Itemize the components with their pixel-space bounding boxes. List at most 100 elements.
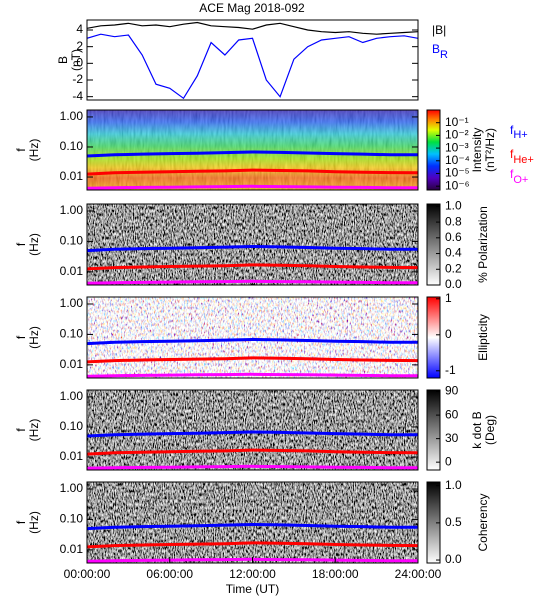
colorbar-label: Ellipticity	[476, 314, 490, 361]
y-tick-label: 1.00	[60, 481, 84, 495]
colorbar-tick-label: -1	[445, 363, 456, 377]
x-tick-label: 12:00:00	[229, 567, 276, 581]
colorbar-tick-label: 10⁻⁴	[445, 153, 470, 167]
frequency-line	[87, 168, 418, 176]
x-tick-label: 06:00:00	[146, 567, 193, 581]
frequency-line	[87, 184, 418, 190]
y-tick-label: 1.00	[60, 203, 84, 217]
frequency-line	[87, 522, 418, 531]
colorbar-tick-label: 0.5	[445, 515, 462, 529]
legend-subscript: O+	[513, 174, 528, 186]
y-tick-label: 0.10	[60, 327, 84, 341]
colorbar	[426, 203, 441, 286]
colorbar-tick-label: 1	[445, 291, 452, 305]
spectrogram-texture	[87, 110, 418, 190]
x-tick-label: 18:00:00	[312, 567, 359, 581]
spectrogram-texture	[87, 482, 418, 563]
colorbar-unit: (Deg)	[483, 415, 497, 445]
colorbar-tick-label: 10⁻⁵	[445, 166, 470, 180]
frequency-line	[87, 244, 418, 253]
y-axis-label: f	[14, 428, 28, 432]
legend-name: f	[510, 147, 514, 161]
plot-frame	[86, 296, 419, 379]
colorbar-tick-label: 0.0	[445, 552, 462, 566]
frequency-line	[87, 263, 418, 271]
colorbar-tick-label: 10⁻⁶	[445, 178, 470, 192]
y-tick-label: 0.10	[60, 234, 84, 248]
y-axis-unit: (Hz)	[27, 233, 41, 256]
frequency-line	[87, 150, 418, 158]
colorbar-label: Intensity	[470, 128, 484, 173]
legend-subscript: He+	[513, 154, 534, 166]
legend-name: f	[510, 167, 514, 181]
spectrogram-texture	[87, 204, 418, 285]
colorbar-tick-label: 0.8	[445, 214, 462, 228]
legend-entry: fH+	[510, 123, 528, 141]
frequency-line	[87, 464, 418, 470]
legend-name: B	[432, 42, 440, 56]
colorbar-tick-label: 0	[445, 327, 452, 341]
legend-subscript: H+	[513, 129, 527, 141]
y-tick-label: -2	[72, 72, 83, 86]
series-line	[87, 33, 418, 100]
y-tick-label: 0.10	[60, 512, 84, 526]
colorbar-tick-label: 10⁻³	[445, 140, 469, 154]
colorbar-label: Coherency	[476, 493, 490, 551]
y-axis-unit: (nT)	[69, 49, 83, 71]
y-axis-label: f	[14, 520, 28, 524]
y-tick-label: 0.10	[60, 419, 84, 433]
colorbar-tick-label: 0.4	[445, 246, 462, 260]
y-axis-label: f	[14, 148, 28, 152]
colorbar-tick-label: 30	[445, 431, 459, 445]
frequency-line	[87, 430, 418, 438]
colorbar-tick-label: 0	[445, 454, 452, 468]
y-tick-label: 0.01	[60, 264, 84, 278]
frequency-line	[87, 541, 418, 549]
frequency-line	[87, 356, 418, 364]
colorbar-tick-label: 90	[445, 384, 459, 398]
y-tick-label: 2	[76, 39, 83, 53]
x-tick-label: 24:00:00	[395, 567, 442, 581]
frequency-line	[87, 337, 418, 346]
y-tick-label: 1.00	[60, 109, 84, 123]
y-tick-label: 4	[76, 22, 83, 36]
frequency-line	[87, 279, 418, 285]
y-axis-label: B	[56, 56, 70, 64]
series-line	[87, 21, 418, 35]
colorbar	[426, 109, 441, 191]
colorbar	[426, 296, 441, 379]
colorbar-tick-label: 60	[445, 407, 459, 421]
plot-frame	[86, 109, 419, 191]
legend-entry: fHe+	[510, 147, 534, 166]
y-axis-unit: (Hz)	[27, 419, 41, 442]
legend-entry: fO+	[510, 167, 528, 186]
x-tick-label: 00:00:00	[64, 567, 111, 581]
y-tick-label: 0.01	[60, 449, 84, 463]
colorbar-label: k dot B	[470, 411, 484, 448]
y-axis-unit: (Hz)	[27, 326, 41, 349]
y-tick-label: 0.01	[60, 169, 84, 183]
legend-name: |B|	[432, 23, 446, 37]
legend-entry: |B|	[432, 23, 446, 37]
colorbar-tick-label: 1.0	[445, 478, 462, 492]
y-axis-label: f	[14, 335, 28, 339]
colorbar-tick-label: 0.6	[445, 230, 462, 244]
plot-frame	[86, 19, 419, 101]
spectrogram-texture	[87, 390, 418, 470]
colorbar-label: % Polarization	[476, 206, 490, 283]
colorbar-tick-label: 1.0	[445, 199, 462, 213]
y-axis-label: f	[14, 242, 28, 246]
colorbar-tick-label: 10⁻²	[445, 128, 469, 142]
frequency-line	[87, 372, 418, 378]
legend-entry: BR	[432, 42, 448, 61]
y-tick-label: 0.01	[60, 542, 84, 556]
y-tick-label: 0.01	[60, 357, 84, 371]
plot-frame	[86, 389, 419, 471]
spectrogram-texture	[87, 297, 418, 378]
y-tick-label: 1.00	[60, 296, 84, 310]
colorbar-tick-label: 10⁻¹	[445, 115, 469, 129]
colorbar-unit: (nT²/Hz)	[483, 128, 497, 172]
frequency-line	[87, 448, 418, 456]
